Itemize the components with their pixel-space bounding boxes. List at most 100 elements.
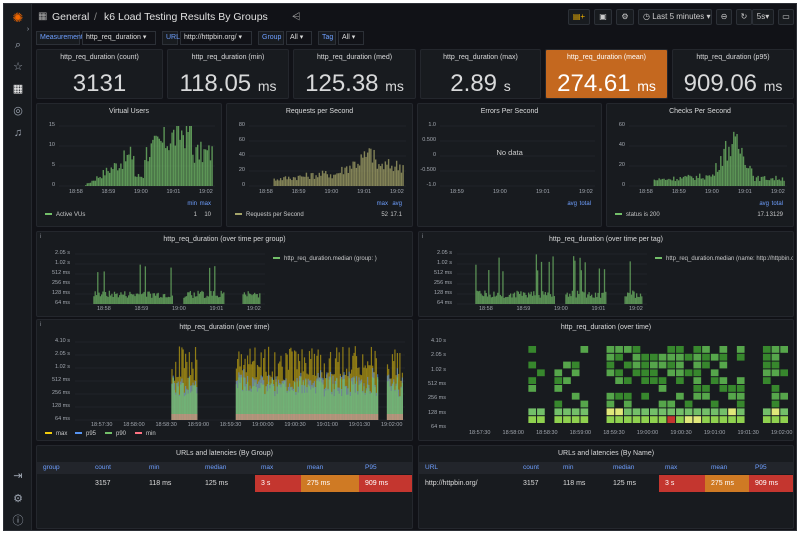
stat-panel-4[interactable]: http_req_duration (mean) 274.61 ms <box>545 49 668 99</box>
graph-panel-0[interactable]: Virtual Users 15 10 5 0 18:58 18:59 19:00 19:01 1… <box>36 103 222 227</box>
table-header-2[interactable]: min <box>143 462 199 474</box>
table-header-4[interactable]: max <box>255 462 301 474</box>
stat-panel-1[interactable]: http_req_duration (min) 118.05 ms <box>167 49 289 99</box>
data-bar <box>147 291 149 304</box>
x-tick-label: 19:00:30 <box>670 430 692 436</box>
duration-over-time-graph-panel[interactable]: i http_req_duration (over time) 4.10 s 2.… <box>36 319 413 441</box>
table-header-0[interactable]: group <box>37 462 89 474</box>
zoom-out-icon[interactable]: ⊖ <box>716 9 732 25</box>
table-header-3[interactable]: median <box>199 462 255 474</box>
max-series-bar <box>274 352 276 420</box>
save-dashboard-icon[interactable]: ▣ <box>594 9 612 25</box>
table-header-1[interactable]: count <box>517 462 557 474</box>
duration-per-group-panel-1[interactable]: i http_req_duration (over time per tag) 2.… <box>418 231 794 317</box>
legend-series[interactable]: status is 200 <box>615 212 660 218</box>
max-series-bar <box>290 347 292 420</box>
graph-panel-3[interactable]: Checks Per Second 60 40 20 0 18:58 18:59 19:00 1… <box>606 103 794 227</box>
sign-in-icon[interactable]: ⇥ <box>13 470 23 482</box>
panel-info-icon[interactable]: i <box>40 322 42 328</box>
p90-series-bar <box>274 396 276 420</box>
table-header-6[interactable]: P95 <box>359 462 412 474</box>
table-header-6[interactable]: P95 <box>749 462 793 474</box>
min-series-bar <box>364 414 366 420</box>
add-panel-icon[interactable]: ▤+ <box>568 9 590 25</box>
data-bar <box>339 172 341 186</box>
data-bar <box>122 294 125 304</box>
data-bar <box>196 296 198 304</box>
table-header-5[interactable]: mean <box>301 462 359 474</box>
url-latency-table-panel-1[interactable]: URLs and latencies (By Name) URL count min m… <box>418 445 794 529</box>
data-bar <box>126 154 128 186</box>
legend-series-p90[interactable]: p90 <box>105 431 126 437</box>
table-header-4[interactable]: max <box>659 462 705 474</box>
table-header-0[interactable]: URL <box>419 462 517 474</box>
tv-mode-icon[interactable]: ▭ <box>778 9 794 25</box>
breadcrumb-folder[interactable]: General <box>52 11 90 23</box>
data-bar <box>312 172 314 186</box>
heatmap-cell <box>606 400 615 408</box>
measurement-variable-select[interactable]: http_req_duration ▾ <box>82 31 156 45</box>
duration-per-group-panel-0[interactable]: i http_req_duration (over time per group)… <box>36 231 413 317</box>
min-series-bar <box>303 414 306 420</box>
data-bar <box>358 165 361 186</box>
heatmap-cell <box>702 416 710 423</box>
duration-heatmap-panel[interactable]: http_req_duration (over time) 4.10 s 2.05… <box>418 319 794 441</box>
refresh-icon[interactable]: ↻ <box>736 9 752 25</box>
min-series-bar <box>324 414 327 420</box>
help-icon[interactable]: ⓘ <box>12 515 24 527</box>
x-tick-label: 19:01:00 <box>703 430 726 436</box>
grafana-logo-icon[interactable]: ✺ <box>12 10 24 25</box>
legend-series[interactable]: http_req_duration.median (name: http://h… <box>655 256 793 262</box>
settings-gear-icon[interactable]: ⚙ <box>13 493 23 505</box>
url-variable-select[interactable]: http://httpbin.org/ ▾ <box>180 31 252 45</box>
p90-series-bar <box>290 387 292 420</box>
heatmap-cell <box>771 392 780 400</box>
tag-variable-label: Tag <box>318 31 336 45</box>
data-bar <box>98 292 100 304</box>
stat-panel-5[interactable]: http_req_duration (p95) 909.06 ms <box>672 49 794 99</box>
stat-panel-3[interactable]: http_req_duration (max) 2.89 s <box>420 49 541 99</box>
min-series-bar <box>376 414 379 420</box>
explore-icon[interactable]: ◎ <box>13 105 23 117</box>
dashboard-title[interactable]: k6 Load Testing Results By Groups <box>104 11 268 23</box>
stat-panel-2[interactable]: http_req_duration (med) 125.38 ms <box>293 49 416 99</box>
graph-panel-1[interactable]: Requests per Second 80 60 40 20 0 18:58 18:59 19… <box>226 103 413 227</box>
legend-series-max[interactable]: max <box>45 431 67 437</box>
legend-series[interactable]: Requests per Second <box>235 212 304 218</box>
panel-info-icon[interactable]: i <box>422 234 424 240</box>
p90-series-bar <box>256 391 259 420</box>
table-header-1[interactable]: count <box>89 462 143 474</box>
data-bar <box>155 295 157 304</box>
legend-name: max <box>56 431 68 437</box>
expand-sidebar-icon[interactable]: › <box>26 26 30 33</box>
data-bar <box>729 156 732 186</box>
legend-series-p95[interactable]: p95 <box>75 431 96 437</box>
alerting-bell-icon[interactable]: ♫ <box>13 127 23 139</box>
data-bar <box>294 177 296 186</box>
search-icon[interactable]: ⌕ <box>14 39 22 51</box>
table-header-2[interactable]: min <box>557 462 607 474</box>
dashboard-settings-icon[interactable]: ⚙ <box>616 9 634 25</box>
dashboards-icon[interactable]: ▦ <box>12 83 24 95</box>
min-series-bar <box>266 414 268 420</box>
min-series-bar <box>277 414 280 420</box>
table-header-5[interactable]: mean <box>705 462 749 474</box>
tag-variable-select[interactable]: All ▾ <box>338 31 364 45</box>
url-latency-table-panel-0[interactable]: URLs and latencies (By Group) group count m… <box>36 445 413 529</box>
graph-panel-2[interactable]: Errors Per Second 1.0 0.500 0 -0.500 -1.0 18:5… <box>417 103 602 227</box>
table-header-3[interactable]: median <box>607 462 659 474</box>
min-series-bar <box>268 414 270 420</box>
time-range-picker[interactable]: ◷ Last 5 minutes ▾ <box>638 9 712 25</box>
legend-series[interactable]: http_req_duration.median (group: ) <box>273 256 377 262</box>
data-bar <box>553 296 556 304</box>
group-variable-select[interactable]: All ▾ <box>286 31 312 45</box>
data-bar <box>166 146 168 186</box>
stat-panel-0[interactable]: http_req_duration (count) 3131 <box>36 49 163 99</box>
legend-series[interactable]: Active VUs <box>45 212 85 218</box>
p90-series-bar <box>303 392 306 420</box>
refresh-interval-picker[interactable]: 5s▾ <box>752 9 774 25</box>
panel-info-icon[interactable]: i <box>40 234 42 240</box>
share-icon[interactable]: ⩤ <box>292 11 301 23</box>
legend-series-min[interactable]: min <box>135 431 156 437</box>
starred-icon[interactable]: ☆ <box>13 61 23 73</box>
